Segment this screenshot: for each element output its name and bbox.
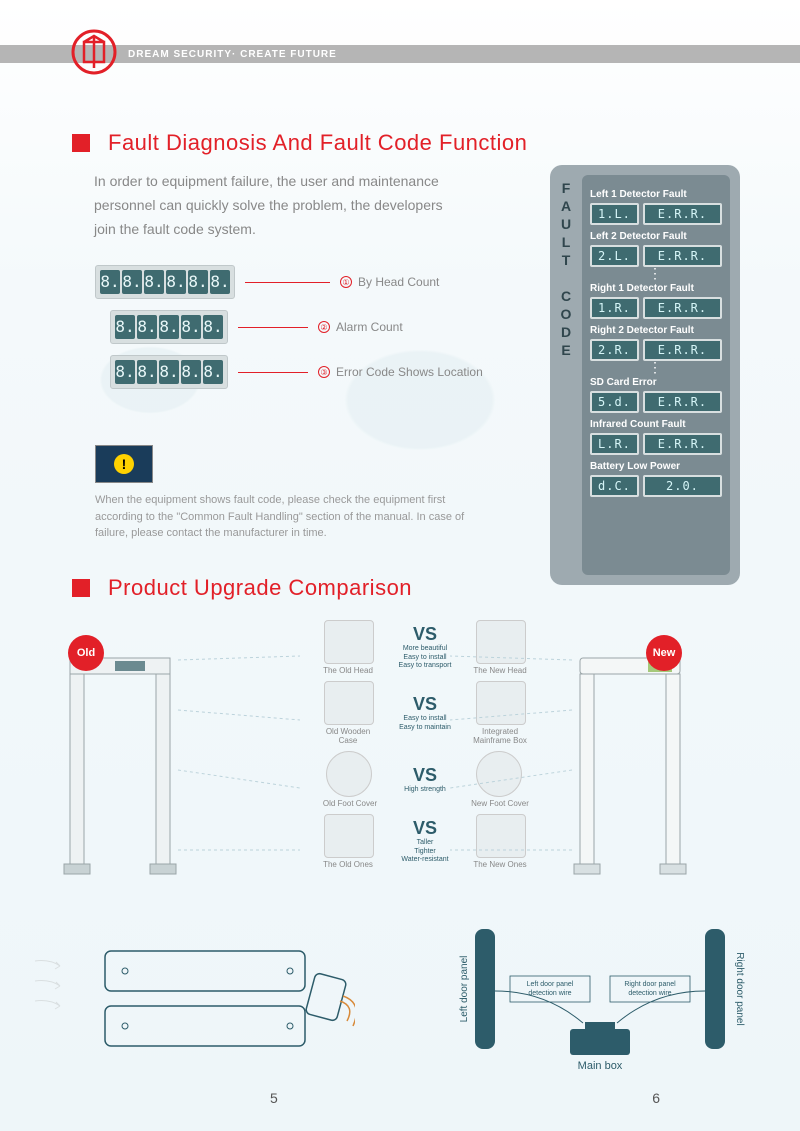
fault-item-row: 2.R.E.R.R. — [590, 339, 722, 361]
comp-thumb-old — [324, 681, 374, 725]
fault-dots: ⋮ — [590, 363, 722, 371]
page-num-right: 6 — [652, 1090, 660, 1106]
new-gate-illustration: New — [570, 640, 690, 885]
comp-label-old: Old Foot Cover — [320, 799, 380, 808]
page-num-left: 5 — [270, 1090, 278, 1106]
section2-title: Product Upgrade Comparison — [108, 575, 412, 601]
fault-lcd-a: 2.L. — [590, 245, 639, 267]
diagram-wiring: Left door panel detection wire Right doo… — [455, 921, 745, 1071]
fault-item-label: Left 2 Detector Fault — [590, 231, 722, 242]
section1-intro: In order to equipment failure, the user … — [94, 170, 464, 241]
diagram-head-unit — [95, 941, 355, 1071]
header-tagline: DREAM SECURITY· CREATE FUTURE — [128, 49, 337, 60]
fault-item-row: 1.R.E.R.R. — [590, 297, 722, 319]
caution-text: When the equipment shows fault code, ple… — [95, 492, 495, 542]
fault-lcd-b: E.R.R. — [643, 203, 722, 225]
caution-icon: ! — [95, 445, 153, 483]
decorative-arrows — [30, 951, 80, 1011]
fault-item-label: Infrared Count Fault — [590, 419, 722, 430]
fault-item-label: Battery Low Power — [590, 461, 722, 472]
fault-lcd-b: 2.0. — [643, 475, 722, 497]
section2-title-row: Product Upgrade Comparison — [72, 575, 412, 601]
seg-row-1: 8.8.8.8.8. ②Alarm Count — [110, 310, 403, 344]
seg-row-0: 8.8.8.8.8.8. ①By Head Count — [95, 265, 439, 299]
comp-thumb-old — [324, 620, 374, 664]
connector-line — [238, 372, 308, 373]
connector-line — [245, 282, 330, 283]
section1-title-row: Fault Diagnosis And Fault Code Function — [72, 130, 527, 156]
fault-item-label: SD Card Error — [590, 377, 722, 388]
seg-row-2: 8.8.8.8.8. ③Error Code Shows Location — [110, 355, 483, 389]
fault-lcd-a: 1.R. — [590, 297, 639, 319]
seg-label-1: ②Alarm Count — [318, 320, 403, 334]
fault-lcd-b: E.R.R. — [643, 245, 722, 267]
fault-dots: ⋮ — [590, 269, 722, 277]
fault-lcd-a: 5.d. — [590, 391, 639, 413]
section1-title: Fault Diagnosis And Fault Code Function — [108, 130, 527, 156]
old-badge: Old — [68, 635, 104, 671]
fault-item-row: 5.d.E.R.R. — [590, 391, 722, 413]
fault-lcd-b: E.R.R. — [643, 391, 722, 413]
seg-display-1: 8.8.8.8.8. — [110, 310, 228, 344]
fault-code-panel: FAULT CODE Left 1 Detector Fault1.L.E.R.… — [550, 165, 740, 585]
svg-text:Left door panel: Left door panel — [527, 981, 574, 988]
comp-label-old: The Old Head — [318, 666, 378, 675]
new-badge: New — [646, 635, 682, 671]
header-bar: DREAM SECURITY· CREATE FUTURE — [0, 45, 800, 63]
comp-thumb-old — [324, 814, 374, 858]
fault-item-label: Right 1 Detector Fault — [590, 283, 722, 294]
connector-right — [440, 650, 580, 900]
fault-item-row: L.R.E.R.R. — [590, 433, 722, 455]
connector-line — [238, 327, 308, 328]
fault-lcd-b: E.R.R. — [643, 297, 722, 319]
fault-lcd-b: E.R.R. — [643, 339, 722, 361]
connector-left — [170, 650, 310, 900]
fault-lcd-b: E.R.R. — [643, 433, 722, 455]
svg-text:Right door panel: Right door panel — [624, 981, 676, 988]
vs-text: VS — [380, 624, 470, 645]
red-square-icon — [72, 579, 90, 597]
comp-thumb-old — [326, 751, 372, 797]
fault-lcd-a: d.C. — [590, 475, 639, 497]
svg-text:Right door panel: Right door panel — [734, 952, 745, 1025]
fault-lcd-a: L.R. — [590, 433, 639, 455]
seg-display-2: 8.8.8.8.8. — [110, 355, 228, 389]
seg-display-0: 8.8.8.8.8.8. — [95, 265, 235, 299]
fault-code-inner: Left 1 Detector Fault1.L.E.R.R.Left 2 De… — [582, 175, 730, 575]
svg-text:Main box: Main box — [578, 1060, 623, 1071]
fault-item-row: 2.L.E.R.R. — [590, 245, 722, 267]
old-gate-illustration: Old — [60, 640, 180, 885]
svg-text:detection wire: detection wire — [628, 990, 671, 997]
comp-label-old: Old Wooden Case — [318, 727, 378, 745]
fault-item-row: 1.L.E.R.R. — [590, 203, 722, 225]
fault-code-title: FAULT CODE — [558, 180, 574, 360]
svg-text:Left door panel: Left door panel — [459, 956, 470, 1023]
comparison-area: Old New The Old HeadVSMore beautifulEasy… — [60, 630, 740, 950]
brand-logo — [70, 28, 118, 76]
fault-item-row: d.C.2.0. — [590, 475, 722, 497]
fault-item-label: Left 1 Detector Fault — [590, 189, 722, 200]
svg-text:detection wire: detection wire — [528, 990, 571, 997]
fault-lcd-a: 1.L. — [590, 203, 639, 225]
red-square-icon — [72, 134, 90, 152]
seg-label-0: ①By Head Count — [340, 275, 439, 289]
comp-label-old: The Old Ones — [318, 860, 378, 869]
fault-lcd-a: 2.R. — [590, 339, 639, 361]
seg-label-2: ③Error Code Shows Location — [318, 365, 483, 379]
fault-item-label: Right 2 Detector Fault — [590, 325, 722, 336]
